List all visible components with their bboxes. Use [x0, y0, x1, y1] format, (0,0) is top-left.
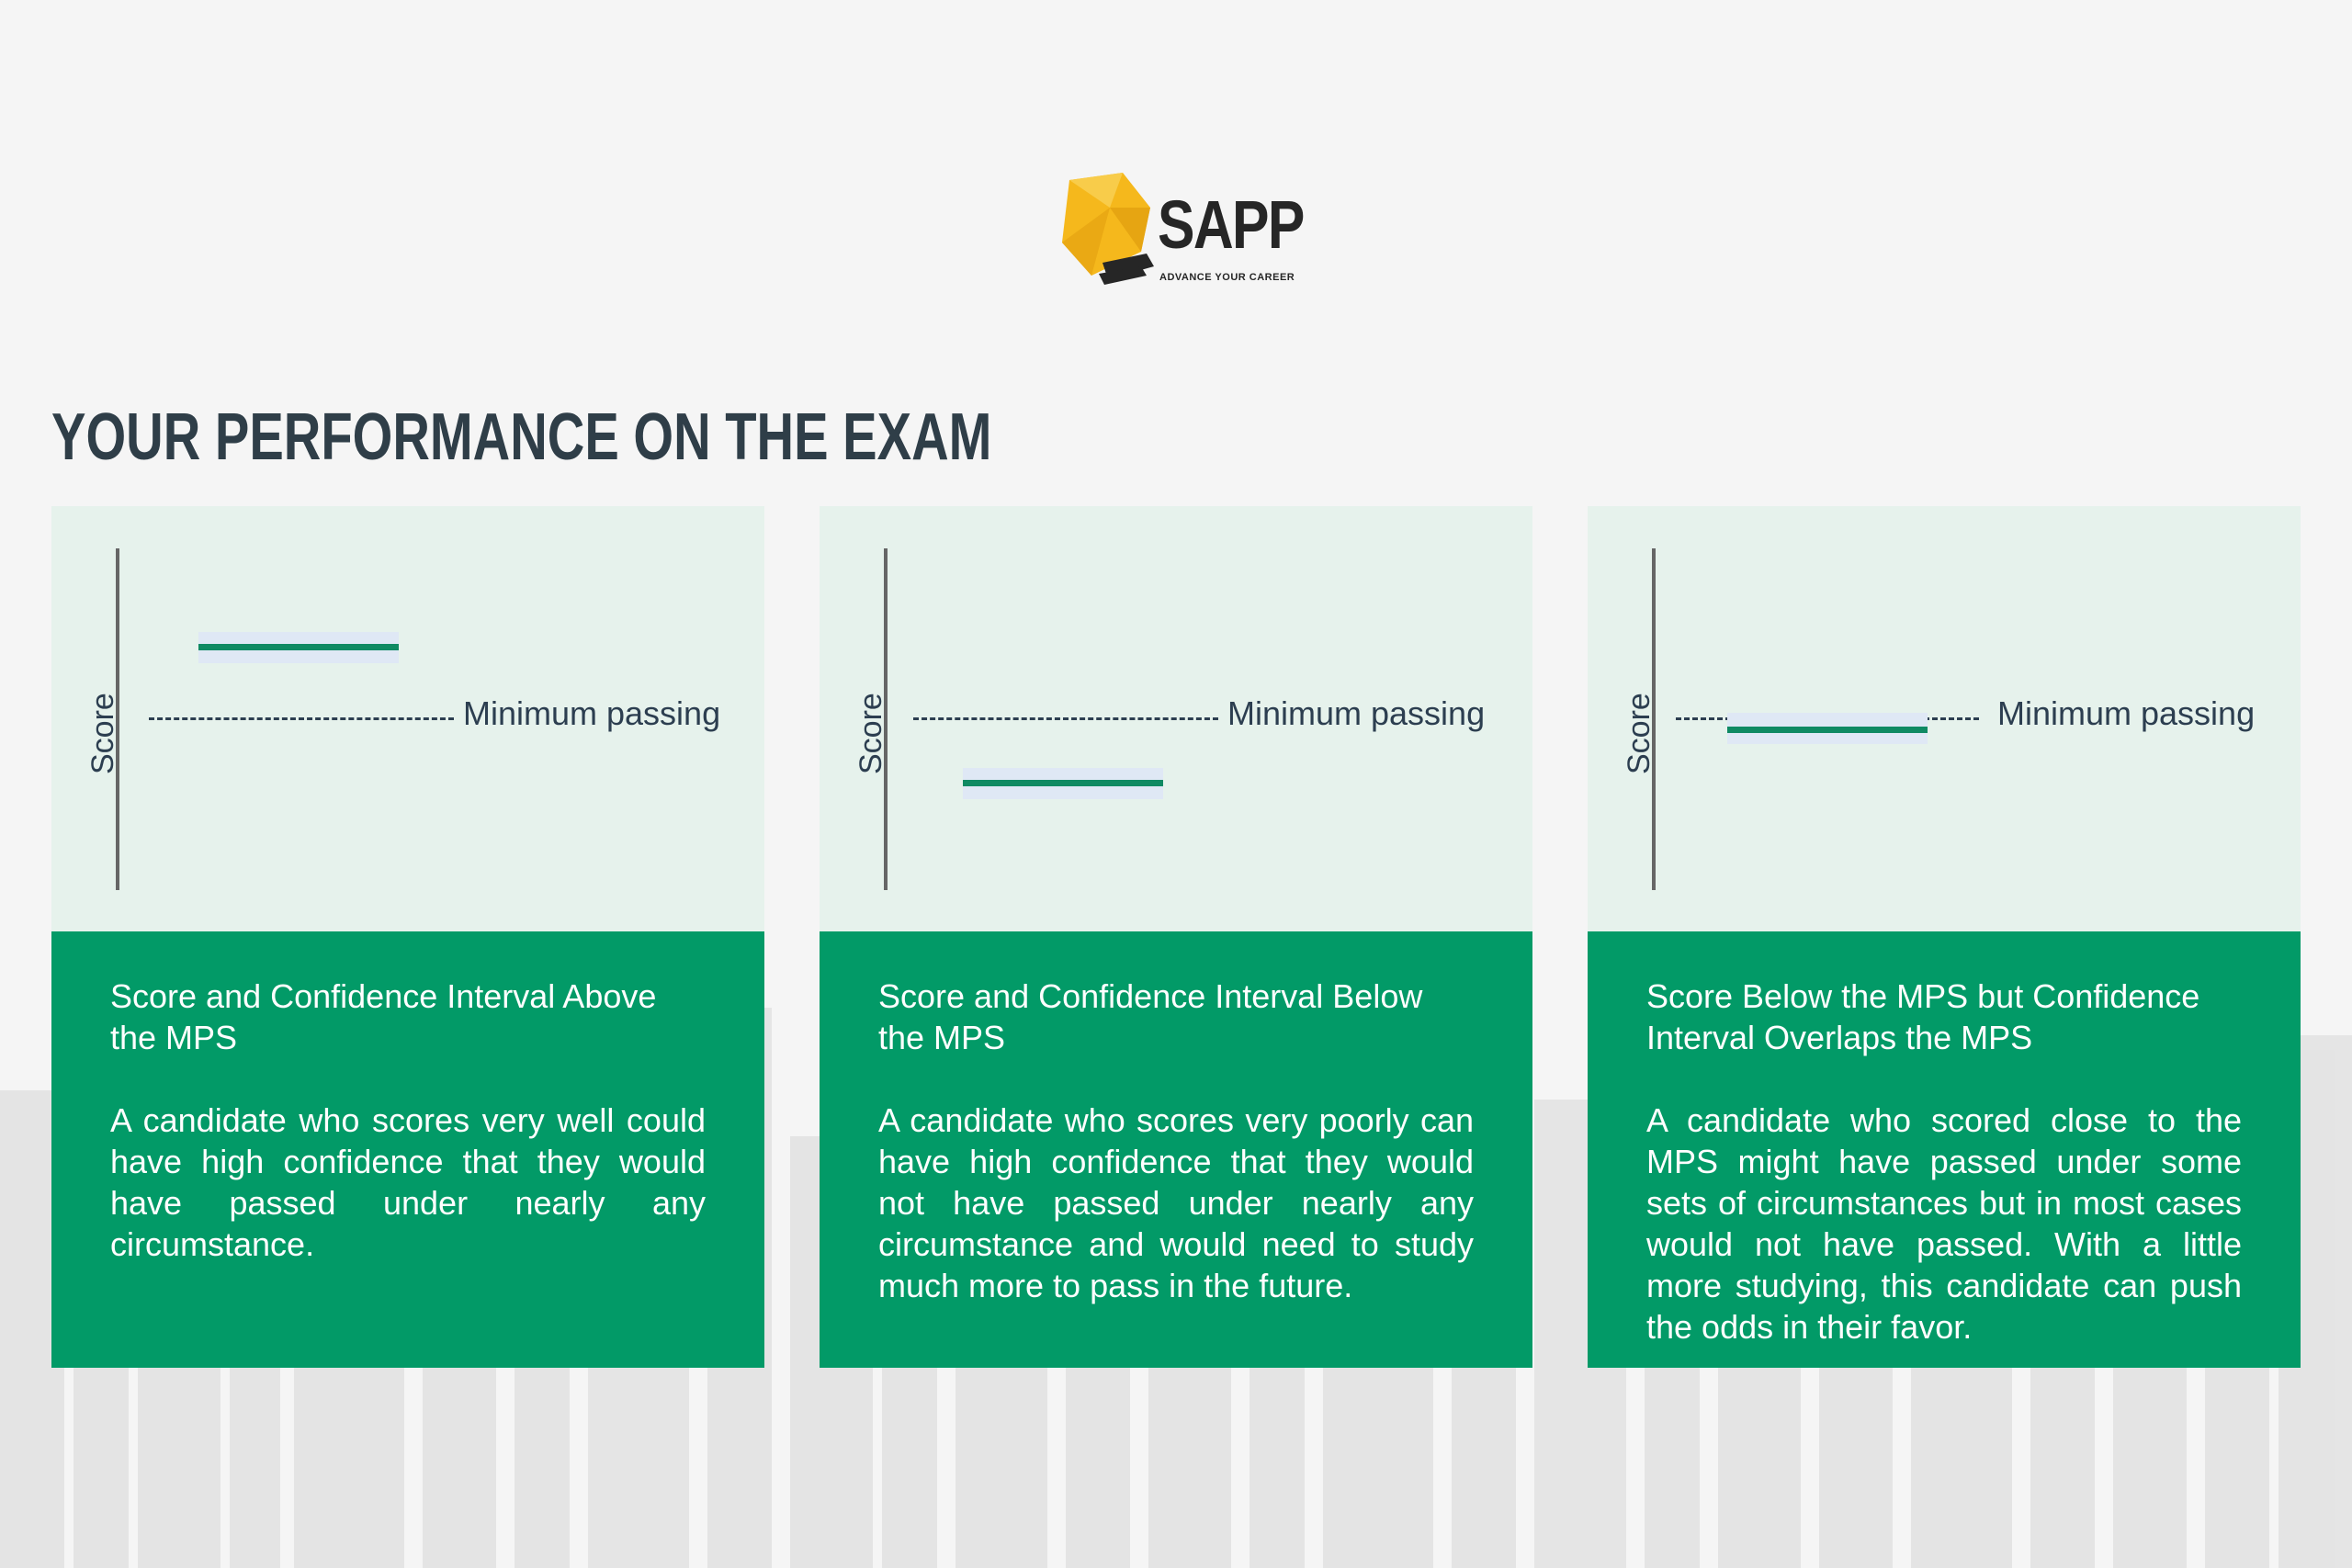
score-bar [963, 780, 1163, 786]
minimum-passing-label: Minimum passing [1227, 694, 1486, 732]
score-axis [116, 548, 119, 890]
score-axis [1652, 548, 1656, 890]
card-body: A candidate who scores very well could h… [110, 1101, 706, 1263]
score-diagram: Score Minimum passing [1588, 506, 2301, 931]
sapp-logo-mark-icon [1062, 173, 1154, 285]
score-bar [198, 644, 399, 650]
minimum-passing-label: Minimum passing [1997, 694, 2256, 732]
card-title: Score Below the MPS but Confidence Inter… [1646, 977, 2200, 1056]
score-axis-label: Score [85, 693, 120, 774]
card-title: Score and Confidence Interval Below the … [878, 977, 1423, 1056]
logo-wordmark: SAPP [1158, 186, 1305, 263]
sapp-logo: SAPP ADVANCE YOUR CAREER [1057, 171, 1305, 290]
page-title: YOUR PERFORMANCE ON THE EXAM [51, 400, 992, 474]
score-axis [884, 548, 888, 890]
card-text-panel: Score and Confidence Interval Below the … [820, 931, 1532, 1368]
card-body: A candidate who scores very poorly can h… [878, 1101, 1474, 1304]
score-bar [1727, 727, 1928, 733]
score-diagram: Score Minimum passing [820, 506, 1532, 931]
card-title: Score and Confidence Interval Above the … [110, 977, 657, 1056]
card-below-mps: Score Minimum passing Score and Confiden… [820, 506, 1532, 1368]
card-overlaps-mps: Score Minimum passing Score Below the MP… [1588, 506, 2301, 1368]
card-text-panel: Score and Confidence Interval Above the … [51, 931, 764, 1368]
minimum-passing-line [149, 717, 454, 720]
card-text-panel: Score Below the MPS but Confidence Inter… [1588, 931, 2301, 1368]
card-above-mps: Score Minimum passing Score and Confiden… [51, 506, 764, 1368]
logo-tagline: ADVANCE YOUR CAREER [1159, 272, 1295, 283]
card-body: A candidate who scored close to the MPS … [1646, 1101, 2242, 1346]
score-axis-label: Score [854, 693, 888, 774]
minimum-passing-line [913, 717, 1218, 720]
minimum-passing-label: Minimum passing [463, 694, 721, 732]
score-axis-label: Score [1622, 693, 1657, 774]
score-diagram: Score Minimum passing [51, 506, 764, 931]
